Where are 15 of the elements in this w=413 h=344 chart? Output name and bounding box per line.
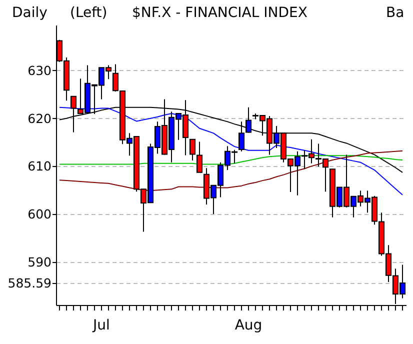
x-tick-label: Jul <box>92 318 110 334</box>
y-tick-label: 585.59 <box>8 276 52 291</box>
candlestick <box>238 121 244 152</box>
y-tick-label: 590 <box>28 254 52 270</box>
candlestick <box>196 141 202 173</box>
y-tick-label: 600 <box>28 206 52 222</box>
text: (Left) <box>70 5 108 21</box>
text: Ba <box>386 5 404 21</box>
y-tick-label: 630 <box>28 62 52 78</box>
y-tick-label: 620 <box>28 110 52 126</box>
y-tick-label: 610 <box>28 158 52 174</box>
x-tick-label: Aug <box>234 318 262 334</box>
chart-title: $NF.X - FINANCIAL INDEX <box>132 5 308 21</box>
candlestick <box>190 138 196 161</box>
text: Daily <box>12 5 48 21</box>
